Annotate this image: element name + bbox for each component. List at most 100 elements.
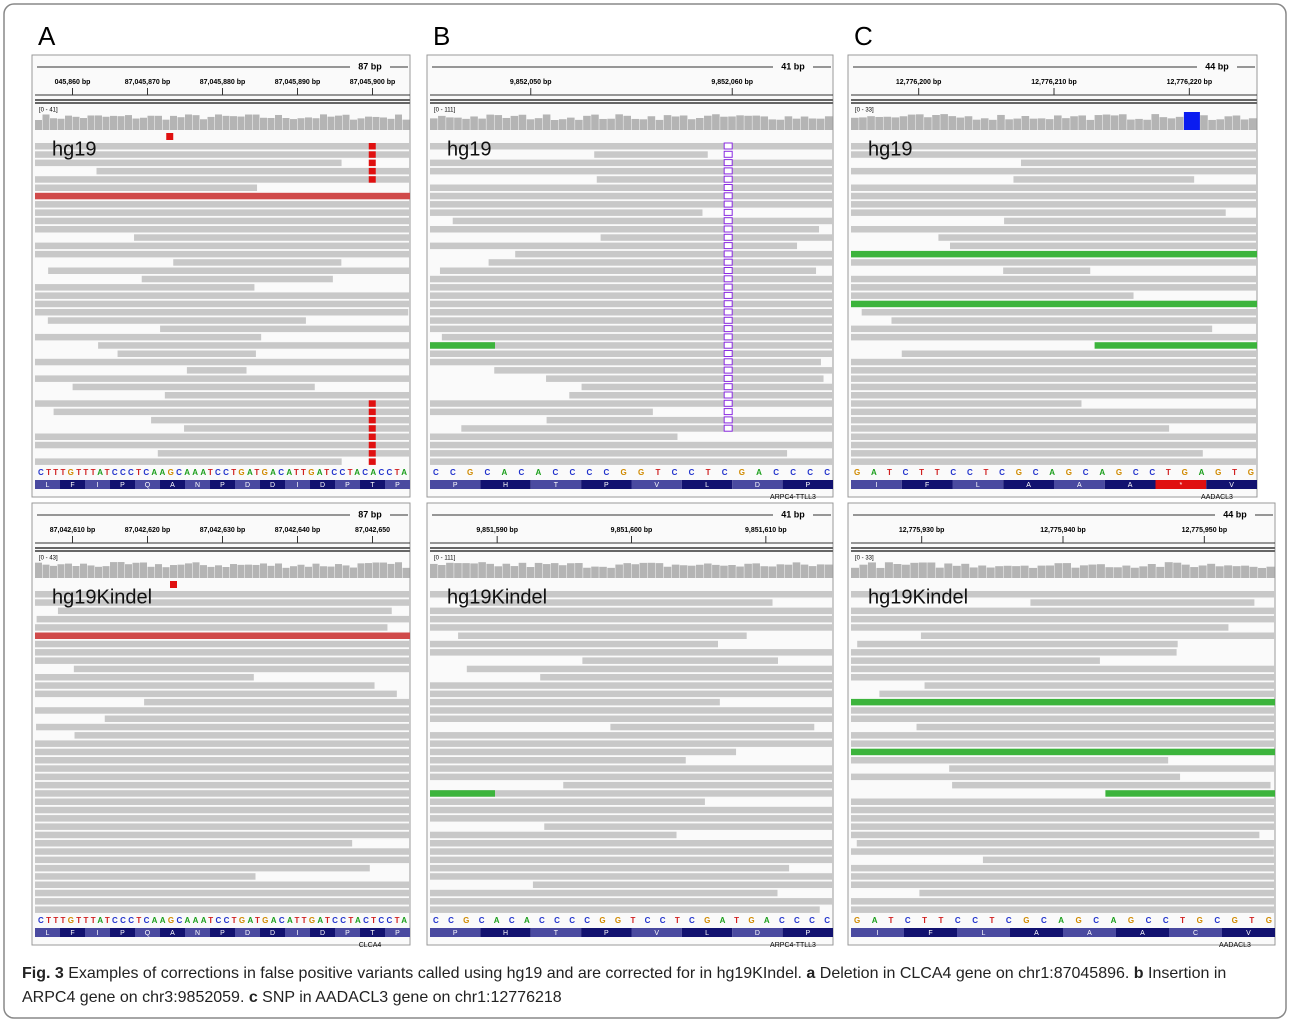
gene-label: CLCA4 <box>359 942 382 949</box>
coverage-variant <box>170 581 177 588</box>
read <box>938 234 1257 241</box>
read <box>37 616 410 623</box>
base: C <box>378 916 384 925</box>
coverage <box>688 119 696 130</box>
coverage <box>607 119 615 130</box>
read <box>430 790 495 797</box>
base: T <box>939 916 944 925</box>
base: T <box>232 916 237 925</box>
coverage <box>575 120 583 130</box>
read <box>851 193 1257 200</box>
read <box>430 732 833 739</box>
read <box>35 740 410 747</box>
base: T <box>630 916 635 925</box>
base: C <box>120 916 126 925</box>
amino-acid: D <box>245 482 250 489</box>
coverage <box>478 119 486 130</box>
read <box>430 185 833 192</box>
amino-acid: F <box>70 930 74 937</box>
base: T <box>255 916 260 925</box>
range-label: [0 - 33] <box>855 556 874 562</box>
amino-acid: D <box>320 482 325 489</box>
read <box>983 857 1275 864</box>
coverage <box>1176 117 1184 130</box>
coverage <box>185 563 192 578</box>
base: C <box>1083 468 1089 477</box>
genome-label: hg19 <box>447 138 492 160</box>
base: C <box>176 468 182 477</box>
mismatch <box>369 151 376 158</box>
coverage <box>193 115 200 130</box>
amino-acid: P <box>805 930 810 937</box>
coverage <box>395 115 402 130</box>
coverage <box>1070 116 1078 130</box>
base: C <box>824 916 830 925</box>
coverage <box>623 563 631 578</box>
base: T <box>984 468 989 477</box>
coverage <box>567 563 575 578</box>
coverage <box>851 118 859 130</box>
coverage <box>859 117 867 130</box>
coverage <box>253 115 260 130</box>
read <box>430 890 777 897</box>
base: T <box>136 916 141 925</box>
base: C <box>554 916 560 925</box>
read <box>430 201 833 208</box>
coverage <box>728 116 736 130</box>
coverage <box>193 562 200 578</box>
base: C <box>433 916 439 925</box>
read <box>35 682 375 689</box>
tick-label: 9,852,050 bp <box>510 79 552 86</box>
tick-label: 12,775,930 bp <box>899 527 945 534</box>
read <box>105 716 410 723</box>
read <box>35 832 410 839</box>
coverage <box>494 566 502 578</box>
coverage <box>632 564 640 578</box>
amino-acid: L <box>982 930 986 937</box>
coverage <box>1182 565 1190 578</box>
coverage <box>1165 562 1173 578</box>
tick-label: 87,045,870 bp <box>125 79 171 86</box>
coverage <box>760 566 768 578</box>
coverage <box>965 116 973 130</box>
read <box>35 649 410 656</box>
base: G <box>621 468 627 477</box>
read <box>440 268 816 275</box>
read <box>35 873 255 880</box>
mismatch <box>369 143 376 150</box>
base: T <box>888 916 893 925</box>
read <box>35 641 410 648</box>
amino-acid: I <box>875 482 877 489</box>
coverage <box>543 564 551 578</box>
amino-acid: Q <box>145 482 151 489</box>
coverage <box>103 117 110 130</box>
read <box>430 616 833 623</box>
coverage <box>305 117 312 130</box>
coverage <box>1119 114 1127 130</box>
read <box>851 384 1257 391</box>
read <box>851 226 1257 233</box>
coverage <box>133 563 140 578</box>
base: G <box>615 916 621 925</box>
read <box>430 624 833 631</box>
read <box>851 417 1257 424</box>
read <box>430 193 833 200</box>
coverage <box>503 564 511 578</box>
read <box>48 268 410 275</box>
base: C <box>1149 468 1155 477</box>
coverage <box>927 562 935 578</box>
base: A <box>355 916 361 925</box>
coverage <box>559 119 567 130</box>
amino-acid: P <box>604 930 609 937</box>
read <box>458 633 747 640</box>
base: C <box>1033 468 1039 477</box>
coverage <box>1030 119 1038 130</box>
coverage <box>868 562 876 578</box>
coverage <box>519 115 527 130</box>
coverage <box>35 563 42 578</box>
amino-acid: A <box>1087 930 1092 937</box>
insertion <box>724 284 732 290</box>
base: A <box>1058 916 1064 925</box>
read <box>919 890 1275 897</box>
coverage <box>200 565 207 578</box>
